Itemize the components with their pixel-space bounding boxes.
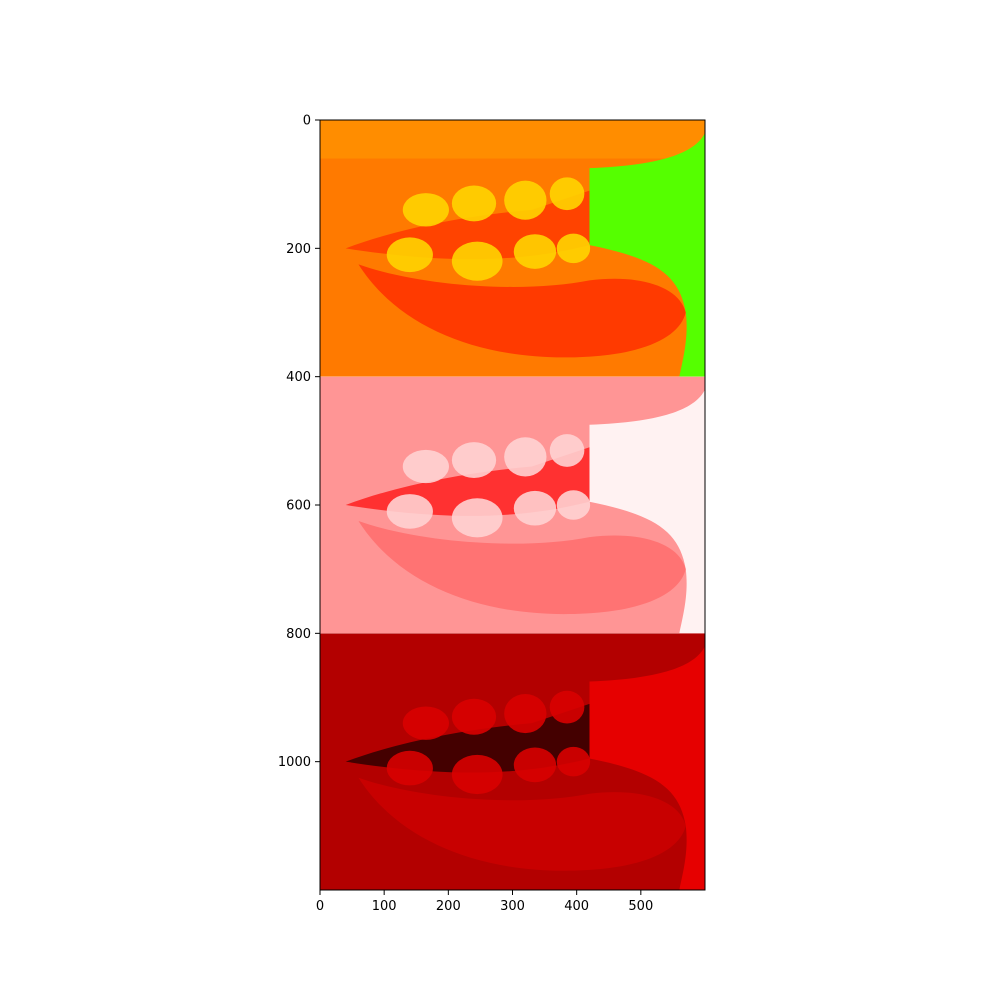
lower-lip [358,264,686,358]
tooth [556,490,591,520]
tooth [549,177,585,211]
mouth-backdrop [589,132,706,377]
mouth-backdrop [589,389,705,634]
x-axis: 0 100 200 300 400 500 [316,890,653,914]
tooth [451,241,503,281]
tooth [386,494,433,529]
y-tick-label: 600 [286,499,311,514]
tooth [549,434,585,467]
tooth [402,706,449,740]
image-panel-3 [320,633,706,890]
tooth [504,693,547,734]
tooth [504,437,547,477]
lower-lip [358,777,686,871]
tooth [556,746,591,777]
upper-lip-shade [320,120,705,159]
tooth [402,449,449,484]
tooth [513,490,557,526]
x-tick-label: 200 [436,899,461,914]
x-tick-label: 0 [316,899,324,914]
y-tick-label: 200 [286,242,311,257]
tooth [556,233,591,264]
x-tick-label: 100 [372,899,397,914]
tooth [451,698,497,735]
y-tick-label: 0 [303,114,311,129]
x-tick-label: 400 [564,899,589,914]
tooth [402,193,449,227]
tooth [451,754,503,795]
mouth-backdrop [589,646,706,890]
y-tick-label: 800 [286,627,311,642]
x-tick-label: 300 [500,899,525,914]
x-tick-label: 500 [628,899,653,914]
tooth [451,498,503,538]
tooth [386,750,433,786]
lower-lip [358,521,686,615]
image-panel-1 [320,120,706,377]
tooth [386,237,433,273]
image-panels [320,120,706,890]
tooth [513,747,557,783]
y-tick-label: 400 [286,370,311,385]
tooth [513,234,557,269]
y-axis: 0 200 400 600 800 1000 [278,114,320,770]
tooth [451,442,497,479]
tooth [504,180,547,220]
y-tick-label: 1000 [278,755,311,770]
tooth [549,690,585,724]
image-panel-2 [320,376,705,634]
tooth [451,185,497,222]
